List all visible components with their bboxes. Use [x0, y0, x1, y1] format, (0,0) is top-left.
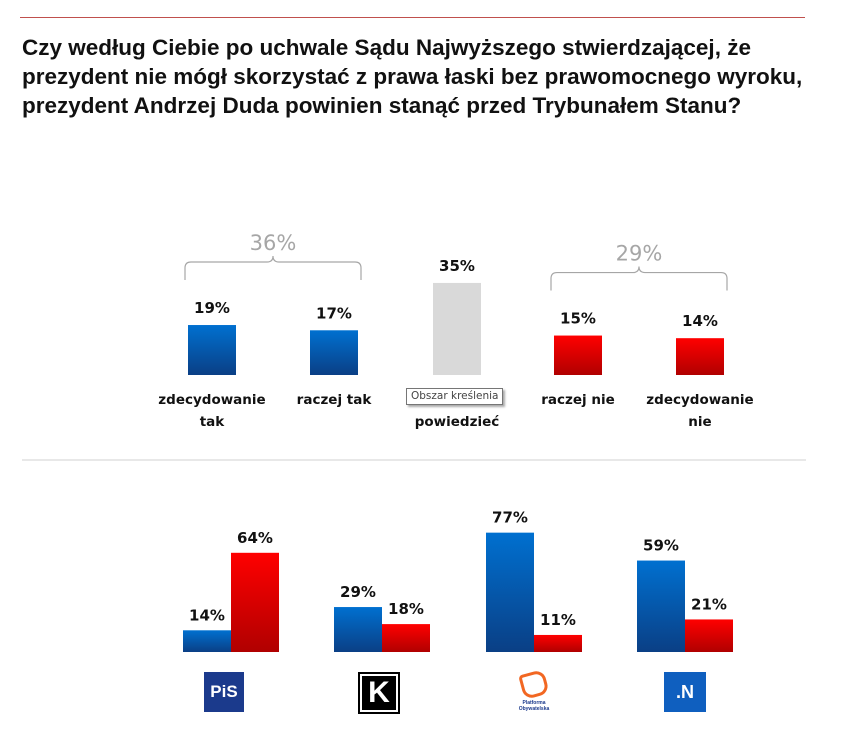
po-logo: Platforma Obywatelska: [512, 669, 556, 712]
po-emblem-icon: [518, 669, 550, 700]
nowoczesna-logo: .N: [664, 672, 706, 712]
plot-area-tooltip: Obszar kreślenia: [406, 388, 504, 405]
kukiz-logo: K: [358, 672, 400, 714]
category-label: zdecydowanie: [158, 392, 265, 408]
data-label: 11%: [540, 611, 576, 629]
data-label: 14%: [682, 312, 718, 330]
bar-1: [310, 330, 358, 375]
pis-logo-text: PiS: [210, 682, 238, 701]
data-label: 21%: [691, 595, 727, 613]
bar-4: [676, 338, 724, 375]
category-label: raczej tak: [297, 392, 373, 408]
data-label: 19%: [194, 299, 230, 317]
group-bracket: [184, 256, 362, 281]
bar-nie-0: [231, 552, 279, 652]
nowoczesna-logo-text: .N: [676, 681, 694, 702]
po-logo-line2: Obywatelska: [518, 706, 550, 712]
bar-3: [554, 335, 602, 375]
bar-tak-0: [183, 630, 231, 652]
bar-nie-3: [685, 619, 733, 652]
bar-tak-1: [334, 607, 382, 652]
data-label: 59%: [643, 537, 679, 555]
category-label: zdecydowanie: [646, 392, 753, 408]
kukiz-logo-text: K: [368, 676, 390, 709]
bar-tak-3: [637, 560, 685, 652]
category-label: nie: [688, 414, 711, 430]
chart-title: Czy według Ciebie po uchwale Sądu Najwyż…: [22, 35, 803, 118]
group-bracket: [550, 266, 728, 291]
category-label: raczej nie: [541, 392, 615, 408]
data-label: 14%: [189, 606, 225, 624]
top-divider: [20, 17, 805, 18]
bar-2: [433, 282, 481, 375]
bar-0: [188, 325, 236, 375]
data-label: 29%: [340, 583, 376, 601]
data-label: 35%: [439, 257, 475, 275]
category-label: tak: [200, 414, 226, 430]
data-label: 17%: [316, 304, 352, 322]
bar-tak-2: [486, 532, 534, 652]
po-logo-line1: Platforma: [522, 700, 546, 706]
data-label: 77%: [492, 509, 528, 527]
data-label: 64%: [237, 529, 273, 547]
bar-nie-2: [534, 634, 582, 652]
category-label: powiedzieć: [415, 414, 500, 430]
pis-logo: PiS: [204, 672, 244, 712]
group-total-label: 36%: [250, 231, 297, 255]
bar-nie-1: [382, 624, 430, 652]
data-label: 18%: [388, 600, 424, 618]
data-label: 15%: [560, 310, 596, 328]
group-total-label: 29%: [616, 242, 663, 266]
